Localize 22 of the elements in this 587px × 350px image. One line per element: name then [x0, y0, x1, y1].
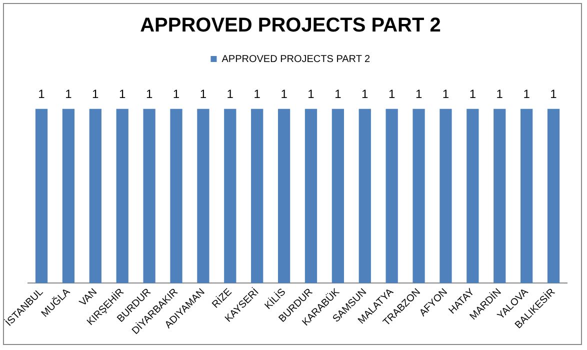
data-label: 1 [415, 87, 422, 102]
data-label: 1 [496, 87, 504, 102]
data-label: 1 [362, 87, 369, 102]
data-label: 1 [280, 87, 288, 102]
data-label: 1 [226, 87, 234, 102]
data-label: 1 [254, 87, 261, 102]
data-label: 1 [200, 87, 207, 102]
data-label: 1 [172, 87, 180, 102]
legend-label: APPROVED PROJECTS PART 2 [222, 54, 371, 65]
data-label: 1 [65, 87, 72, 102]
data-label: 1 [146, 87, 153, 102]
data-label: 1 [388, 87, 396, 102]
data-label: 1 [334, 87, 342, 102]
data-label: 1 [523, 87, 530, 102]
data-label: 1 [38, 87, 46, 102]
data-label: 1 [550, 87, 558, 102]
data-label: 1 [469, 87, 476, 102]
chart-title: APPROVED PROJECTS PART 2 [140, 14, 441, 37]
data-label: 1 [119, 87, 126, 102]
data-label: 1 [442, 87, 450, 102]
data-label: 1 [308, 87, 315, 102]
data-label: 1 [92, 87, 100, 102]
